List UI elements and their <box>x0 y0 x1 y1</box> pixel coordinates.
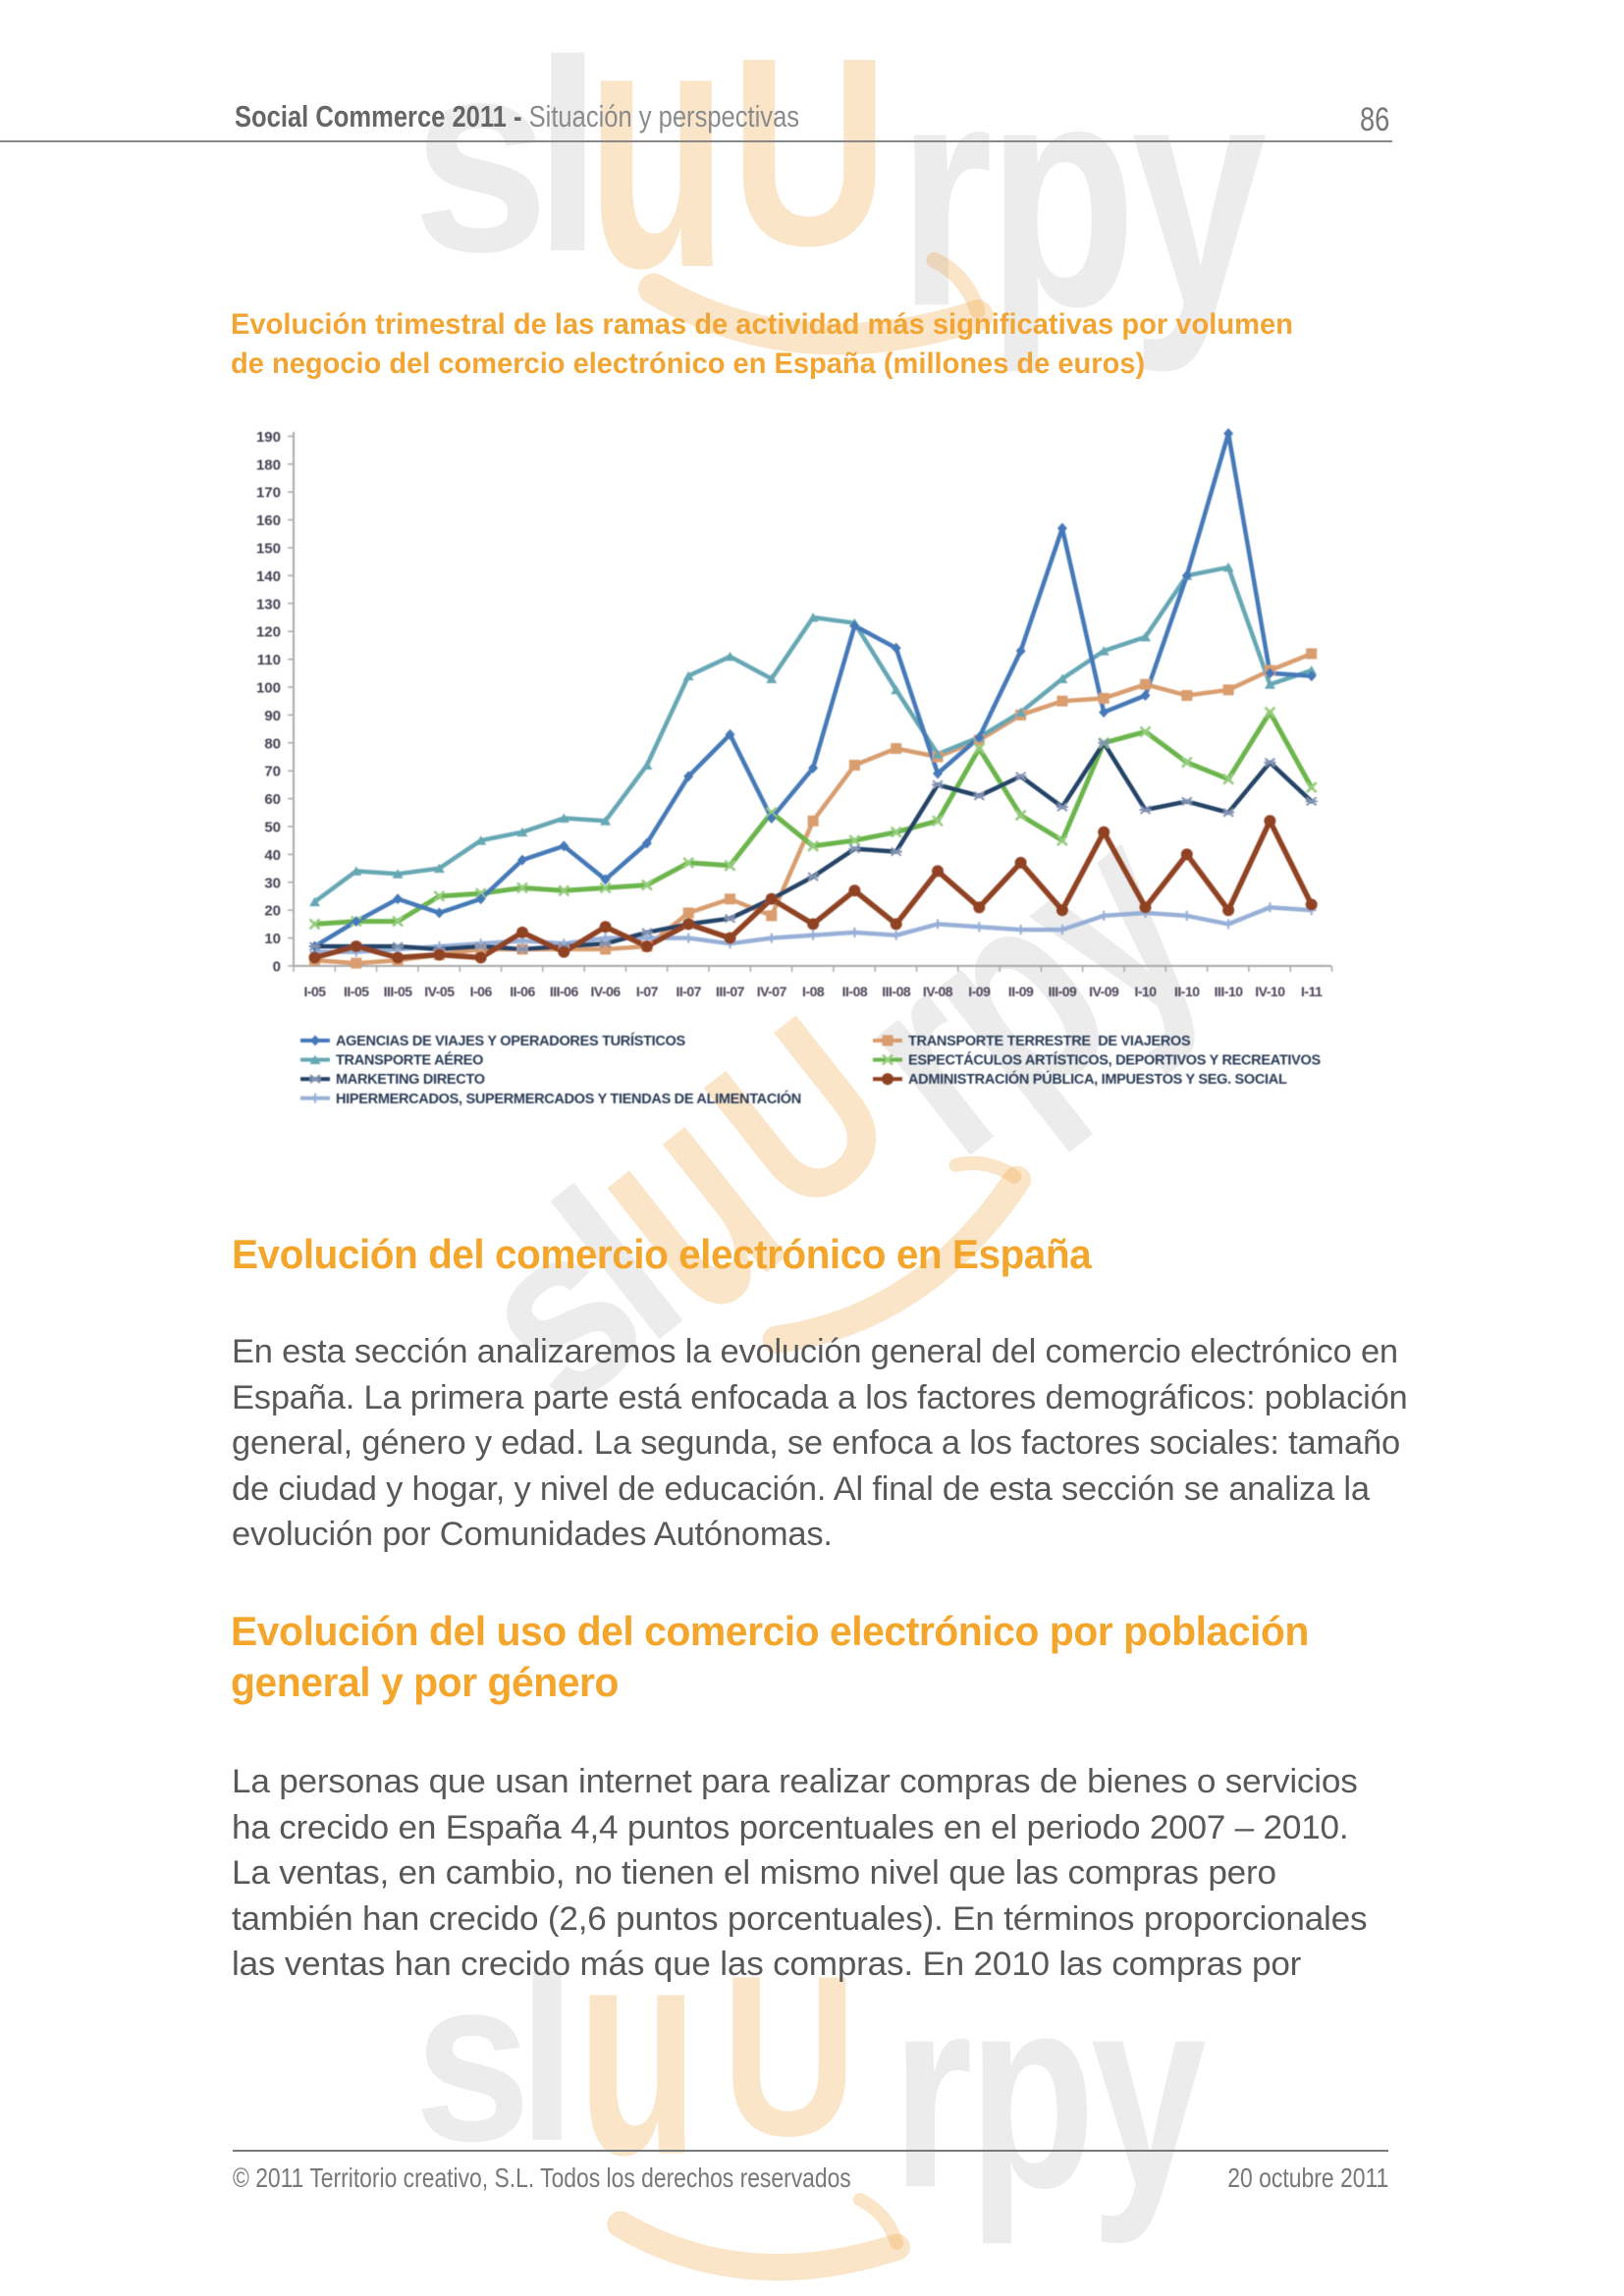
svg-text:IV-09: IV-09 <box>1089 984 1119 999</box>
svg-text:II-08: II-08 <box>842 984 868 999</box>
svg-text:I-05: I-05 <box>303 984 326 999</box>
svg-text:I-07: I-07 <box>636 984 659 999</box>
svg-text:III-06: III-06 <box>550 984 579 999</box>
svg-text:sl: sl <box>414 1930 564 2190</box>
svg-text:0: 0 <box>273 959 281 976</box>
svg-text:IV-06: IV-06 <box>590 984 621 999</box>
svg-text:80: 80 <box>264 735 281 752</box>
svg-text:III-09: III-09 <box>1048 984 1077 999</box>
svg-text:II-06: II-06 <box>510 984 535 999</box>
svg-text:IV-07: IV-07 <box>757 984 787 999</box>
svg-text:u: u <box>586 0 728 342</box>
svg-text:180: 180 <box>256 456 281 473</box>
svg-text:TRANSPORTE TERRESTRE DE VIAJE: TRANSPORTE TERRESTRE DE VIAJEROS <box>908 1034 1191 1049</box>
svg-text:I-10: I-10 <box>1134 984 1157 999</box>
svg-text:160: 160 <box>256 512 281 529</box>
svg-text:IV-05: IV-05 <box>424 984 455 999</box>
svg-text:150: 150 <box>256 541 281 558</box>
svg-text:I-09: I-09 <box>968 984 991 999</box>
svg-text:50: 50 <box>264 820 281 836</box>
svg-text:I-11: I-11 <box>1301 984 1323 999</box>
svg-text:MARKETING DIRECTO: MARKETING DIRECTO <box>336 1072 485 1088</box>
svg-text:IV-10: IV-10 <box>1255 984 1285 999</box>
svg-text:ESPECTÁCULOS ARTÍSTICOS, DEPOR: ESPECTÁCULOS ARTÍSTICOS, DEPORTIVOS Y RE… <box>908 1052 1321 1069</box>
svg-text:70: 70 <box>264 764 281 780</box>
svg-text:II-10: II-10 <box>1174 984 1200 999</box>
svg-text:III-07: III-07 <box>716 984 745 999</box>
svg-text:rpy: rpy <box>897 14 1268 375</box>
svg-text:10: 10 <box>264 931 281 947</box>
svg-text:rpy: rpy <box>892 1938 1206 2245</box>
svg-text:110: 110 <box>257 652 281 668</box>
svg-text:100: 100 <box>256 680 281 697</box>
svg-text:I-06: I-06 <box>470 984 493 999</box>
svg-text:II-07: II-07 <box>676 984 701 999</box>
svg-text:II-09: II-09 <box>1008 984 1034 999</box>
svg-text:60: 60 <box>264 791 281 808</box>
svg-text:20: 20 <box>264 903 281 920</box>
svg-text:TRANSPORTE AÉREO: TRANSPORTE AÉREO <box>336 1052 483 1069</box>
svg-text:30: 30 <box>264 875 281 891</box>
svg-text:III-08: III-08 <box>882 984 911 999</box>
svg-text:III-05: III-05 <box>384 984 413 999</box>
svg-text:120: 120 <box>256 624 281 641</box>
svg-text:sl: sl <box>412 5 587 309</box>
svg-text:90: 90 <box>264 708 281 724</box>
svg-text:140: 140 <box>256 568 281 585</box>
svg-text:130: 130 <box>256 596 281 613</box>
svg-text:U: U <box>730 2 889 301</box>
svg-text:u: u <box>577 1883 698 2217</box>
svg-text:ADMINISTRACIÓN PÚBLICA, IMPUES: ADMINISTRACIÓN PÚBLICA, IMPUESTOS Y SEG.… <box>908 1070 1287 1088</box>
svg-text:40: 40 <box>264 847 281 864</box>
svg-text:HIPERMERCADOS, SUPERMERCADOS Y: HIPERMERCADOS, SUPERMERCADOS Y TIENDAS D… <box>336 1090 801 1107</box>
svg-text:170: 170 <box>256 485 281 502</box>
svg-text:I-08: I-08 <box>802 984 825 999</box>
svg-text:II-05: II-05 <box>344 984 369 999</box>
svg-text:190: 190 <box>256 429 281 446</box>
svg-text:III-10: III-10 <box>1215 984 1244 999</box>
svg-text:U: U <box>722 1929 857 2184</box>
svg-text:IV-08: IV-08 <box>923 984 953 999</box>
svg-text:AGENCIAS DE VIAJES Y OPERADORE: AGENCIAS DE VIAJES Y OPERADORES TURÍSTIC… <box>336 1033 686 1049</box>
